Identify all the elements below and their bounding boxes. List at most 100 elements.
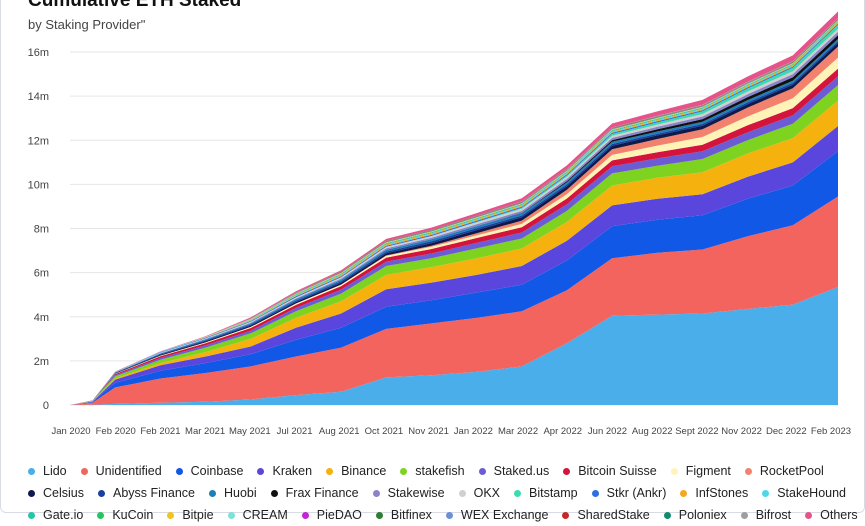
- chart-legend: Lido Unidentified Coinbase Kraken Binance sta…: [28, 460, 858, 526]
- legend-label: CREAM: [242, 508, 288, 522]
- legend-row: Gate.io KuCoin Bitpie CREAM PieDAO Bitfinex WE…: [28, 504, 858, 526]
- x-tick-label: Apr 2022: [543, 426, 582, 437]
- legend-label: Bitstamp: [529, 486, 578, 500]
- legend-item[interactable]: Bitcoin Suisse: [563, 464, 657, 478]
- legend-item[interactable]: Kraken: [257, 464, 312, 478]
- x-tick-label: Nov 2021: [408, 426, 449, 437]
- x-tick-label: Sept 2022: [675, 426, 718, 437]
- legend-swatch: [563, 467, 571, 475]
- y-tick-label: 12m: [28, 135, 49, 147]
- legend-item[interactable]: PieDAO: [301, 508, 362, 522]
- legend-swatch: [80, 467, 88, 475]
- legend-label: RocketPool: [759, 464, 824, 478]
- legend-item[interactable]: RocketPool: [744, 464, 824, 478]
- legend-label: InfStones: [695, 486, 749, 500]
- legend-label: KuCoin: [112, 508, 154, 522]
- legend-label: Stkr (Ankr): [606, 486, 667, 500]
- area-unidentified: [70, 196, 838, 405]
- legend-swatch: [208, 489, 216, 497]
- legend-swatch: [257, 467, 265, 475]
- area-lido: [70, 287, 838, 405]
- legend-item[interactable]: Stakewise: [372, 486, 445, 500]
- legend-item[interactable]: KuCoin: [97, 508, 153, 522]
- legend-item[interactable]: Celsius: [28, 486, 84, 500]
- chart-title: Cumulative ETH Staked: [28, 0, 242, 11]
- legend-item[interactable]: Binance: [326, 464, 386, 478]
- area-coinbase: [70, 151, 838, 405]
- y-tick-label: 10m: [28, 179, 49, 191]
- legend-item[interactable]: Bifrost: [740, 508, 791, 522]
- legend-item[interactable]: Bitpie: [167, 508, 214, 522]
- legend-item[interactable]: stakefish: [400, 464, 465, 478]
- legend-label: Gate.io: [43, 508, 84, 522]
- x-axis-ticks: Jan 2020 Feb 2020 Feb 2021 Mar 2021 May 2021…: [51, 426, 851, 437]
- legend-label: Unidentified: [95, 464, 162, 478]
- legend-swatch: [175, 467, 183, 475]
- x-tick-label: Nov 2022: [721, 426, 762, 437]
- legend-swatch: [301, 511, 309, 519]
- legend-item[interactable]: StakeHound: [762, 486, 846, 500]
- legend-item[interactable]: Stkr (Ankr): [591, 486, 667, 500]
- legend-swatch: [740, 511, 748, 519]
- legend-swatch: [227, 511, 235, 519]
- legend-label: OKX: [473, 486, 500, 500]
- legend-item[interactable]: Frax Finance: [270, 486, 359, 500]
- x-tick-label: Jul 2021: [277, 426, 313, 437]
- legend-label: Abyss Finance: [113, 486, 195, 500]
- y-tick-label: 6m: [34, 268, 49, 280]
- legend-item[interactable]: InfStones: [680, 486, 748, 500]
- legend-item[interactable]: Abyss Finance: [98, 486, 195, 500]
- legend-swatch: [28, 511, 35, 519]
- y-tick-label: 16m: [28, 47, 49, 59]
- legend-swatch: [375, 511, 383, 519]
- legend-label: Binance: [341, 464, 387, 478]
- legend-item[interactable]: Bitfinex: [375, 508, 432, 522]
- legend-item[interactable]: Figment: [670, 464, 731, 478]
- y-tick-label: 8m: [34, 224, 49, 236]
- legend-swatch: [762, 489, 770, 497]
- legend-swatch: [514, 489, 521, 497]
- legend-item[interactable]: WEX Exchange: [445, 508, 549, 522]
- legend-swatch: [28, 467, 35, 475]
- legend-swatch: [670, 467, 678, 475]
- legend-swatch: [167, 511, 175, 519]
- legend-item[interactable]: Huobi: [208, 486, 257, 500]
- legend-swatch: [478, 467, 486, 475]
- legend-swatch: [97, 511, 105, 519]
- y-axis-ticks: 0 2m 4m 6m 8m 10m 12m 14m 16m: [28, 47, 49, 412]
- legend-swatch: [663, 511, 671, 519]
- legend-label: stakefish: [415, 464, 465, 478]
- legend-label: Celsius: [43, 486, 84, 500]
- x-tick-label: Jun 2022: [588, 426, 627, 437]
- legend-item[interactable]: Others: [805, 508, 858, 522]
- legend-label: SharedStake: [577, 508, 650, 522]
- legend-label: Bitpie: [182, 508, 214, 522]
- legend-item[interactable]: Unidentified: [80, 464, 162, 478]
- legend-swatch: [458, 489, 466, 497]
- legend-label: WEX Exchange: [460, 508, 549, 522]
- chart-subtitle: by Staking Provider": [28, 17, 146, 32]
- legend-item[interactable]: Staked.us: [478, 464, 549, 478]
- legend-row: Celsius Abyss Finance Huobi Frax Finance Sta…: [28, 482, 858, 504]
- legend-item[interactable]: Lido: [28, 464, 67, 478]
- legend-label: StakeHound: [777, 486, 847, 500]
- legend-swatch: [805, 511, 813, 519]
- x-tick-label: May 2021: [229, 426, 271, 437]
- stacked-area-chart: 0 2m 4m 6m 8m 10m 12m 14m 16m Jan 2020 Feb 2020 Fe…: [28, 11, 851, 437]
- legend-swatch: [744, 467, 752, 475]
- legend-item[interactable]: Coinbase: [175, 464, 243, 478]
- legend-item[interactable]: Bitstamp: [514, 486, 578, 500]
- legend-label: Bitcoin Suisse: [578, 464, 657, 478]
- legend-item[interactable]: Gate.io: [28, 508, 83, 522]
- legend-item[interactable]: CREAM: [227, 508, 288, 522]
- legend-label: Bitfinex: [390, 508, 432, 522]
- legend-item[interactable]: OKX: [458, 486, 500, 500]
- legend-swatch: [326, 467, 334, 475]
- x-tick-label: Dec 2022: [766, 426, 807, 437]
- legend-label: PieDAO: [316, 508, 362, 522]
- x-tick-label: Feb 2020: [96, 426, 136, 437]
- legend-item[interactable]: Poloniex: [663, 508, 727, 522]
- legend-swatch: [372, 489, 380, 497]
- legend-item[interactable]: SharedStake: [562, 508, 650, 522]
- legend-swatch: [680, 489, 688, 497]
